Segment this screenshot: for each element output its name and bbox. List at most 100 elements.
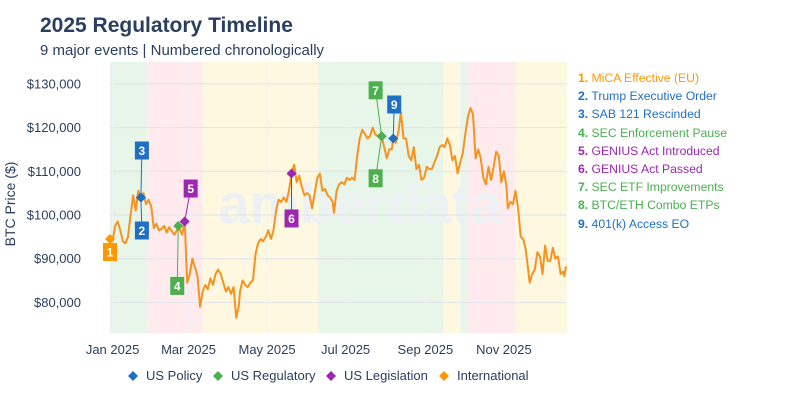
legend-label: US Regulatory [231,368,316,383]
event-list-item: 8. BTC/ETH Combo ETPs [578,196,727,214]
event-number-box [284,209,299,228]
event-list-number: 1. [578,71,589,85]
event-list-item: 5. GENIUS Act Introduced [578,142,727,160]
grid-lines [110,62,567,333]
event-diamond [388,133,399,144]
event-number-label: 2 [139,224,146,238]
event-number-label: 5 [187,182,194,196]
event-list-item: 2. Trump Executive Order [578,87,727,105]
event-list-label: BTC/ETH Combo ETPs [588,198,720,213]
y-tick-label: $100,000 [27,207,81,222]
event-number-box [387,95,402,114]
event-list-item: 9. 401(k) Access EO [578,215,727,233]
event-marker-1[interactable]: 1 [103,234,117,262]
event-list-item: 7. SEC ETF Improvements [578,178,727,196]
y-tick-label: $110,000 [28,164,81,179]
y-tick-label: $120,000 [27,120,81,135]
chart-title: 2025 Regulatory Timeline [40,14,293,37]
event-marker-6[interactable]: 6 [284,168,299,228]
y-tick-label: $130,000 [27,76,81,91]
event-list-number: 2. [578,89,589,104]
event-connector [176,225,179,286]
event-number-label: 9 [391,98,398,112]
event-list-item: 1. MiCA Effective (EU) [578,69,727,87]
event-number-label: 1 [107,246,114,260]
legend-diamond-icon [326,370,336,381]
shaded-periods [110,62,567,333]
y-tick-label: $80,000 [34,295,81,310]
event-list-label: GENIUS Act Introduced [588,143,720,158]
shaded-period-yellow [443,62,461,333]
event-list-item: 3. SAB 121 Rescinded [578,105,727,123]
event-number-label: 4 [174,279,181,293]
legend-item-international[interactable]: International [439,368,529,383]
x-tick-label: Jul 2025 [321,342,370,357]
y-axis-ticks: $80,000 $90,000 $100,000 $110,000 $120,000 $1… [27,76,81,310]
x-axis-ticks: Jan 2025 Mar 2025 May 2025 Jul 2025 Sep 2025… [86,342,532,357]
legend-diamond-icon [213,370,223,381]
event-list-label: SEC ETF Improvements [588,180,724,195]
y-tick-label: $90,000 [34,251,81,266]
event-diamond [179,216,190,227]
event-number-label: 6 [288,212,295,226]
x-tick-label: Nov 2025 [476,342,532,357]
legend-item-us-policy[interactable]: US Policy [128,368,202,383]
legend: US Policy US Regulatory US Legislation Inte… [0,368,660,388]
event-list-label: SAB 121 Rescinded [588,107,701,122]
event-marker-5[interactable]: 5 [179,179,198,227]
event-list-label: Trump Executive Order [588,89,717,104]
chart-subtitle: 9 major events | Numbered chronologicall… [40,42,325,59]
event-diamond [376,131,387,142]
x-tick-label: Jan 2025 [86,342,140,357]
event-number-box [103,243,117,262]
legend-item-us-regulatory[interactable]: US Regulatory [213,368,316,383]
event-list-label: 401(k) Access EO [588,216,690,231]
event-list-number: 5. [578,143,589,158]
x-tick-label: May 2025 [239,342,296,357]
event-list-item: 6. GENIUS Act Passed [578,160,727,178]
event-list-number: 7. [578,180,589,195]
event-list-number: 8. [578,198,589,213]
event-number-label: 7 [372,84,379,98]
event-number-box [368,169,383,188]
event-list-item: 4. SEC Enforcement Pause [578,124,727,142]
event-list-label: MiCA Effective (EU) [588,71,700,85]
shaded-period-green [318,62,444,333]
event-marker-4[interactable]: 4 [170,220,185,295]
legend-label: International [457,368,529,383]
event-diamond [286,168,297,179]
x-tick-label: Sep 2025 [398,342,454,357]
event-diamond [173,220,184,231]
event-marker-3[interactable]: 3 [134,141,149,203]
event-number-box [134,141,149,160]
legend-item-us-legislation[interactable]: US Legislation [326,368,428,383]
event-list: 1. MiCA Effective (EU) 2. Trump Executive… [578,69,727,233]
event-markers: 1 2 3 4 5 6 7 8 9 [103,81,402,295]
legend-diamond-icon [439,370,449,381]
shaded-period-green [460,62,468,333]
event-number-label: 3 [139,144,146,158]
event-number-label: 8 [372,172,379,186]
event-list-number: 4. [578,125,589,140]
event-diamond [105,234,115,245]
shaded-period-yellow [515,62,567,333]
event-list-label: GENIUS Act Passed [588,161,703,176]
price-line-series [109,106,567,319]
event-number-box [134,221,149,240]
legend-diamond-icon [128,370,138,381]
event-number-box [368,81,383,100]
watermark: amberdata [218,172,502,235]
legend-label: US Policy [146,368,203,383]
event-list-number: 6. [578,161,589,176]
x-tick-label: Mar 2025 [161,342,216,357]
event-diamond [135,192,146,203]
event-marker-9[interactable]: 9 [387,95,402,144]
event-number-box [170,276,185,295]
event-list-label: SEC Enforcement Pause [588,125,728,140]
event-number-box [183,179,198,198]
event-list-number: 3. [578,107,589,122]
shaded-period-yellow [202,62,319,333]
event-marker-8[interactable]: 8 [368,131,387,188]
